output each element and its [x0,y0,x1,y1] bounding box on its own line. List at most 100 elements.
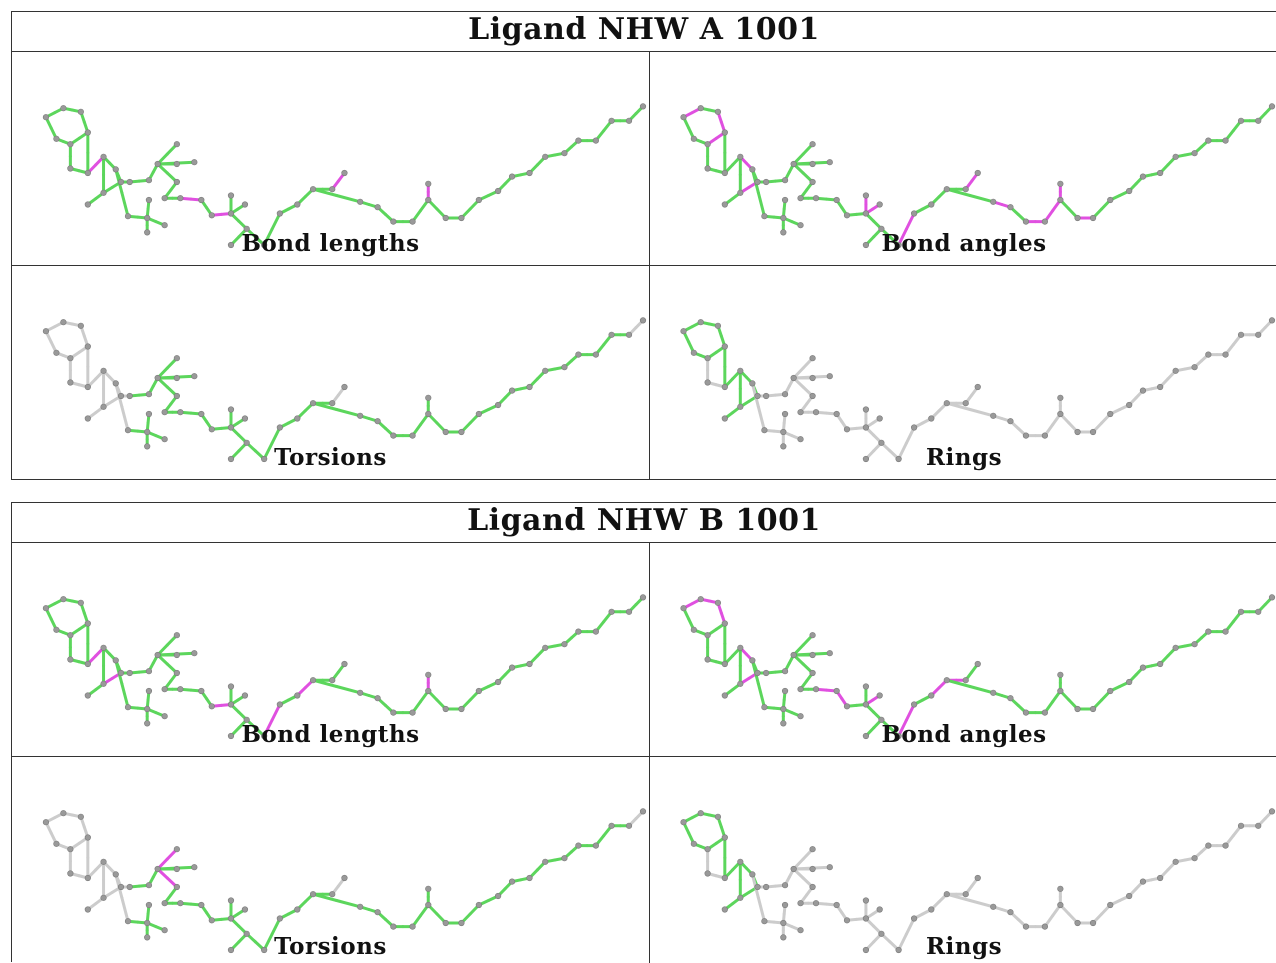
atom [809,651,816,659]
atom [1007,909,1014,916]
atom [812,195,820,202]
bond [335,899,362,909]
atom [145,177,153,184]
atom [84,201,91,208]
atom [53,135,60,142]
atom [974,874,981,882]
atom [911,424,918,431]
atom [425,196,432,204]
atom [737,403,744,410]
atom [542,644,549,651]
atom [1022,709,1030,716]
atom [261,455,268,463]
atom [714,813,722,820]
bond [756,896,766,923]
atom [592,351,599,358]
atom [962,186,969,193]
atom [737,153,744,160]
atom [962,677,969,684]
atom [1191,150,1198,157]
atom [780,705,787,713]
panel-bond-lengths: Bond lengths [12,52,649,266]
atom [697,810,704,817]
atom [697,105,704,112]
atom [494,187,502,195]
atom [374,909,381,916]
atom [1041,709,1048,716]
atom [475,901,482,909]
atom [100,367,107,374]
atom [1255,117,1262,124]
atom [690,626,697,633]
atom [561,150,568,157]
atom [117,392,125,400]
atom [177,686,184,693]
atom [797,436,804,443]
atom [425,394,432,401]
atom [261,946,268,954]
atom [680,819,687,826]
atom [154,865,161,873]
atom [374,695,381,702]
atom [797,686,804,693]
atom [1222,351,1229,358]
atom [797,927,804,934]
atom [721,415,728,422]
atom [100,153,107,160]
panel-caption: Bond lengths [241,230,420,257]
atom [1089,919,1097,927]
atom [843,917,851,924]
atom [425,180,432,187]
atom [876,201,883,208]
atom [790,160,797,168]
atom [494,892,502,900]
atom [341,383,348,391]
block-title: Ligand NHW B 1001 [12,503,1276,543]
atom [780,229,787,236]
atom [309,677,317,684]
atom [42,605,50,612]
atom [797,222,804,229]
atom [227,683,235,690]
atom [144,443,151,450]
atom [241,906,249,913]
atom [173,392,180,400]
atom [177,900,184,907]
atom [797,195,804,202]
atom [100,189,107,196]
atom [714,599,722,606]
atom [1057,687,1064,695]
atom [575,351,582,358]
atom [781,668,789,675]
atom [100,644,107,651]
atom [763,883,770,891]
atom [124,704,132,711]
atom [145,196,153,204]
atom [390,709,397,716]
atom [409,432,416,439]
atom [749,657,756,664]
atom [809,632,816,639]
atom [761,213,768,220]
panel-bond-angles: Bond angles [649,543,1276,757]
atom [390,923,397,930]
bond [335,685,362,695]
atom [928,906,935,913]
bond [120,896,130,923]
atom [227,241,235,249]
atom [112,657,119,664]
atom [862,241,870,249]
atom [1089,214,1097,222]
atom [1191,855,1198,862]
atom [208,426,215,433]
atom [990,903,997,910]
atom [625,117,633,124]
atom [714,322,722,329]
atom [144,428,151,436]
atom [704,656,711,663]
atom [117,883,125,891]
atom [761,704,768,711]
atom [843,212,851,219]
atom [1107,901,1114,909]
atom [144,229,151,236]
